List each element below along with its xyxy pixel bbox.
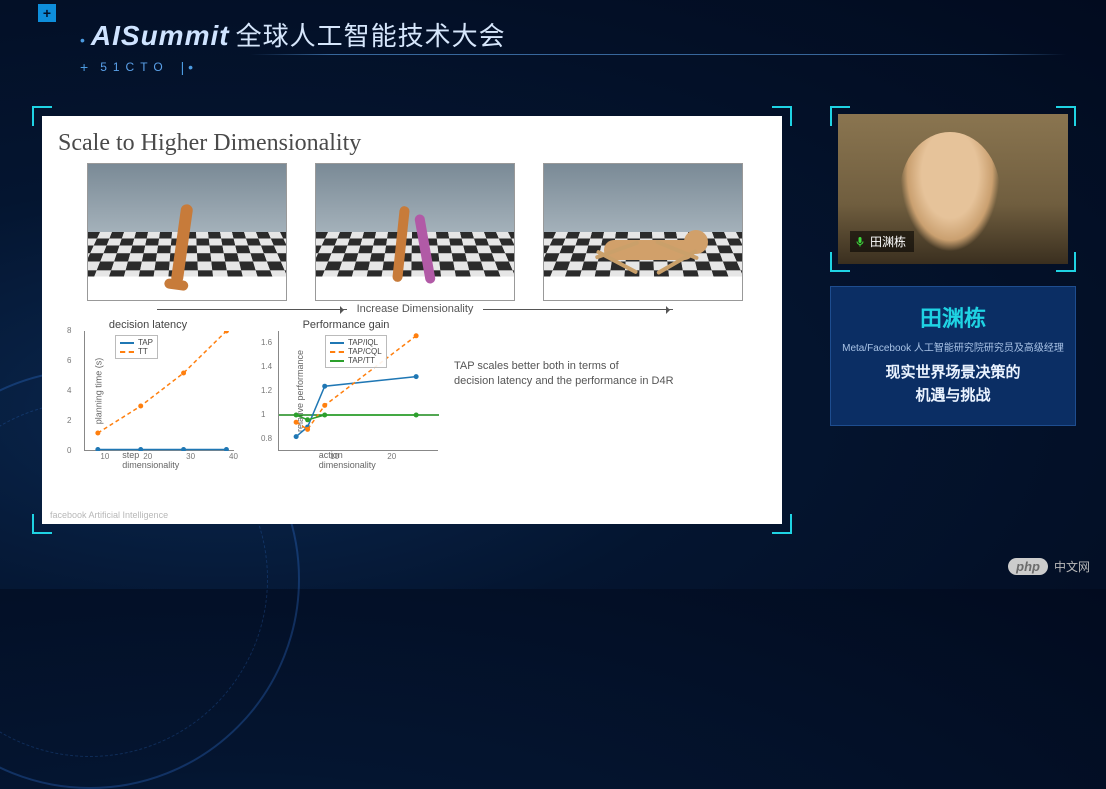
talk-topic-line: 机遇与挑战 <box>841 385 1065 408</box>
event-title-chinese: 全球人工智能技术大会 <box>236 16 506 53</box>
slide-footer: facebook Artificial Intelligence <box>50 510 168 520</box>
video-feed: 田渊栋 <box>838 114 1068 264</box>
chart-legend: TAP/IQLTAP/CQLTAP/TT <box>325 335 387 368</box>
charts-row: decision latency planning time (s) step … <box>58 319 772 451</box>
event-title-latin: AISummit <box>91 20 230 52</box>
slide-title: Scale to Higher Dimensionality <box>58 130 772 157</box>
simulation-images-row <box>58 163 772 301</box>
presentation-slide: Scale to Higher Dimensionality <box>42 116 782 524</box>
dot-icon: + <box>80 59 88 75</box>
sim-image-hopper <box>87 163 287 301</box>
side-text-line: decision latency and the performance in … <box>454 374 772 389</box>
chart-decision-latency: decision latency planning time (s) step … <box>58 319 238 451</box>
talk-topic-line: 现实世界场景决策的 <box>841 362 1065 385</box>
speaker-name: 田渊栋 <box>841 301 1065 333</box>
side-text-line: TAP scales better both in terms of <box>454 359 772 374</box>
chart-legend: TAPTT <box>115 335 158 359</box>
slide-side-text: TAP scales better both in terms of decis… <box>454 319 772 390</box>
dot-icon: • <box>80 32 85 48</box>
plus-badge: + <box>38 4 56 22</box>
increase-label: Increase Dimensionality <box>357 303 474 315</box>
header: • AISummit 全球人工智能技术大会 + 51CTO | • <box>80 16 1066 75</box>
watermark: php 中文网 <box>1008 558 1090 575</box>
dot-icon: | • <box>181 59 193 75</box>
slide-container: Scale to Higher Dimensionality <box>32 106 792 534</box>
arrow-right-icon <box>483 309 673 310</box>
header-subtitle: 51CTO <box>100 60 168 74</box>
speaker-panel: 田渊栋 田渊栋 Meta/Facebook 人工智能研究院研究员及高级经理 现实… <box>830 106 1076 426</box>
speaker-silhouette <box>900 132 1000 252</box>
speaker-video: 田渊栋 <box>830 106 1076 272</box>
watermark-text: 中文网 <box>1054 558 1090 575</box>
header-underline <box>250 54 1066 55</box>
sim-image-walker <box>315 163 515 301</box>
arrow-right-icon <box>157 309 347 310</box>
chart2-title: Performance gain <box>248 319 444 331</box>
chart-performance-gain: Performance gain relative performance ac… <box>248 319 444 451</box>
speaker-name-tag: 田渊栋 <box>850 231 914 252</box>
speaker-tag-name: 田渊栋 <box>870 233 906 250</box>
sim-image-ant <box>543 163 743 301</box>
speaker-role: Meta/Facebook 人工智能研究院研究员及高级经理 <box>841 339 1065 354</box>
microphone-icon <box>854 236 866 248</box>
speaker-info-card: 田渊栋 Meta/Facebook 人工智能研究院研究员及高级经理 现实世界场景… <box>830 286 1076 426</box>
php-logo-icon: php <box>1008 558 1048 575</box>
increase-dimensionality-row: Increase Dimensionality <box>58 303 772 315</box>
chart1-title: decision latency <box>58 319 238 331</box>
